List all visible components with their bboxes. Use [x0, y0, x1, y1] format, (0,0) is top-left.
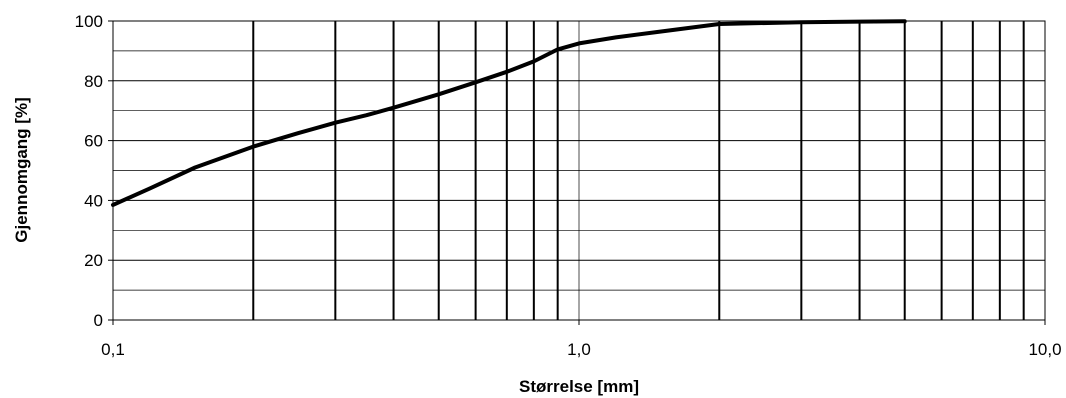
y-axis-title: Gjennomgang [%] [12, 97, 31, 242]
y-tick-label: 80 [84, 72, 103, 91]
x-tick-label: 10,0 [1028, 340, 1061, 359]
y-tick-label: 60 [84, 132, 103, 151]
y-tick-label: 100 [75, 12, 103, 31]
y-tick-label: 20 [84, 251, 103, 270]
y-tick-label: 40 [84, 191, 103, 210]
x-axis-title: Størrelse [mm] [519, 377, 639, 396]
x-tick-label: 1,0 [567, 340, 591, 359]
y-tick-label: 0 [94, 311, 103, 330]
x-tick-label: 0,1 [101, 340, 125, 359]
series-line [111, 19, 907, 207]
